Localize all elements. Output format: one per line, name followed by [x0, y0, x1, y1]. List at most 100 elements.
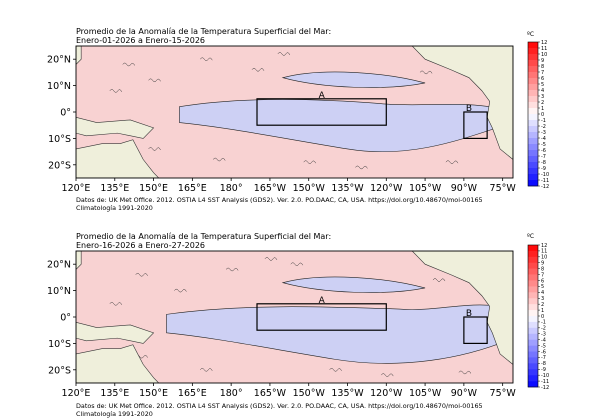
colorbar-tick-label: -4 [541, 136, 546, 142]
region-label-a: A [319, 91, 326, 101]
lon-tick-label: 90°W [451, 388, 478, 399]
contour-line [290, 262, 304, 266]
colorbar-tick-label: 3 [541, 94, 544, 100]
contour-line [109, 89, 123, 93]
colorbar-tick-label: -9 [541, 367, 546, 373]
colorbar-segment [528, 114, 538, 121]
colorbar-segment [528, 351, 538, 358]
lon-tick-label: 120°E [62, 183, 91, 194]
colorbar-tick-label: -5 [541, 142, 546, 148]
colorbar-tick-label: -7 [541, 154, 546, 160]
contour-line [329, 368, 342, 372]
colorbar-tick-label: -6 [541, 148, 546, 154]
colorbar-segment [528, 96, 538, 103]
colorbar-tick-label: 11 [541, 249, 547, 255]
colorbar-tick-label: 2 [541, 302, 544, 308]
contour-line [432, 278, 446, 282]
colorbar-tick-label: -10 [541, 172, 549, 178]
contour-line [148, 147, 161, 151]
colorbar-tick-label: -3 [541, 130, 546, 136]
region-label-b: B [466, 104, 472, 114]
lon-tick-label: 75°W [490, 183, 517, 194]
contour-line [277, 52, 291, 56]
colorbar-segment [528, 48, 538, 55]
colorbar-segment [528, 321, 538, 329]
colorbar-segment [528, 333, 538, 340]
panel2-credit-line2: Climatología 1991-2020 [76, 410, 153, 418]
colorbar-tick-label: 6 [541, 76, 544, 82]
colorbar-segment [528, 286, 538, 293]
lon-tick-label: 135°E [100, 183, 129, 194]
colorbar-tick-label: 2 [541, 100, 544, 106]
contour-line [135, 273, 148, 277]
colorbar-segment [528, 108, 538, 115]
colorbar-tick-label: -12 [541, 184, 549, 190]
contour-line [303, 160, 316, 164]
contour-line [213, 157, 226, 162]
colorbar-tick-label: -10 [541, 373, 549, 379]
colorbar-tick-label: -11 [541, 379, 549, 385]
lat-tick-label: 10°S [48, 339, 71, 350]
colorbar-segment [528, 138, 538, 145]
panel1-title-line1: Promedio de la Anomalía de la Temperatur… [76, 27, 332, 36]
contour-line [225, 267, 239, 272]
lon-tick-label: 165°W [254, 388, 287, 399]
cool-anomaly-patch [281, 276, 426, 293]
colorbar-tick-label: -11 [541, 178, 549, 184]
lon-tick-label: 90°W [451, 183, 478, 194]
colorbar-segment [528, 304, 538, 311]
land-new-guinea [76, 116, 155, 139]
colorbar-tick-label: 0 [541, 112, 544, 118]
colorbar-tick-label: -9 [541, 166, 546, 172]
lat-tick-label: 20°N [47, 260, 71, 271]
colorbar-tick-label: -5 [541, 343, 546, 349]
lat-tick-label: 0° [60, 313, 71, 324]
colorbar-segment [528, 78, 538, 85]
lon-tick-label: 75°W [490, 388, 517, 399]
colorbar-tick-label: 1 [541, 106, 544, 112]
colorbar-segment [528, 256, 538, 264]
colorbar-segment [528, 54, 538, 61]
colorbar-segment [528, 60, 538, 67]
colorbar-segment [528, 168, 538, 175]
colorbar-tick-label: 5 [541, 82, 544, 88]
colorbar-tick-label: 12 [541, 40, 547, 46]
colorbar-tick-label: 7 [541, 272, 544, 278]
colorbar-tick-label: -6 [541, 349, 546, 355]
colorbar-segment [528, 375, 538, 382]
colorbar-segment [528, 363, 538, 370]
region-label-b: B [466, 309, 472, 319]
colorbar-segment [528, 162, 538, 169]
lat-tick-label: 10°N [47, 81, 71, 92]
lon-tick-label: 105°W [409, 388, 442, 399]
colorbar-tick-label: 9 [541, 261, 544, 267]
land-asia [76, 46, 82, 65]
colorbar-segment [528, 339, 538, 346]
lon-tick-label: 165°E [178, 388, 207, 399]
land-americas [411, 46, 513, 160]
land-americas [411, 251, 513, 365]
lon-tick-label: 105°W [409, 183, 442, 194]
lon-tick-label: 150°W [293, 183, 326, 194]
colorbar-tick-label: -2 [541, 124, 546, 130]
colorbar-tick-label: 6 [541, 278, 544, 284]
contour-line [148, 78, 161, 83]
contour-line [419, 70, 433, 75]
colorbar-tick-label: -1 [541, 118, 546, 124]
colorbar-tick-label: 12 [541, 243, 547, 249]
colorbar-tick-label: 4 [541, 290, 544, 296]
lon-tick-label: 165°E [178, 183, 207, 194]
colorbar-segment [528, 174, 538, 181]
contour-line [381, 373, 394, 377]
colorbar-segment [528, 245, 538, 252]
colorbar-segment [528, 66, 538, 73]
colorbar-segment [528, 84, 538, 91]
lat-tick-label: 20°S [48, 160, 71, 171]
colorbar-segment [528, 156, 538, 163]
colorbar-tick-label: -1 [541, 320, 546, 326]
lat-tick-label: 20°N [47, 55, 71, 66]
colorbar-tick-label: -7 [541, 355, 546, 361]
colorbar-segment [528, 42, 538, 49]
